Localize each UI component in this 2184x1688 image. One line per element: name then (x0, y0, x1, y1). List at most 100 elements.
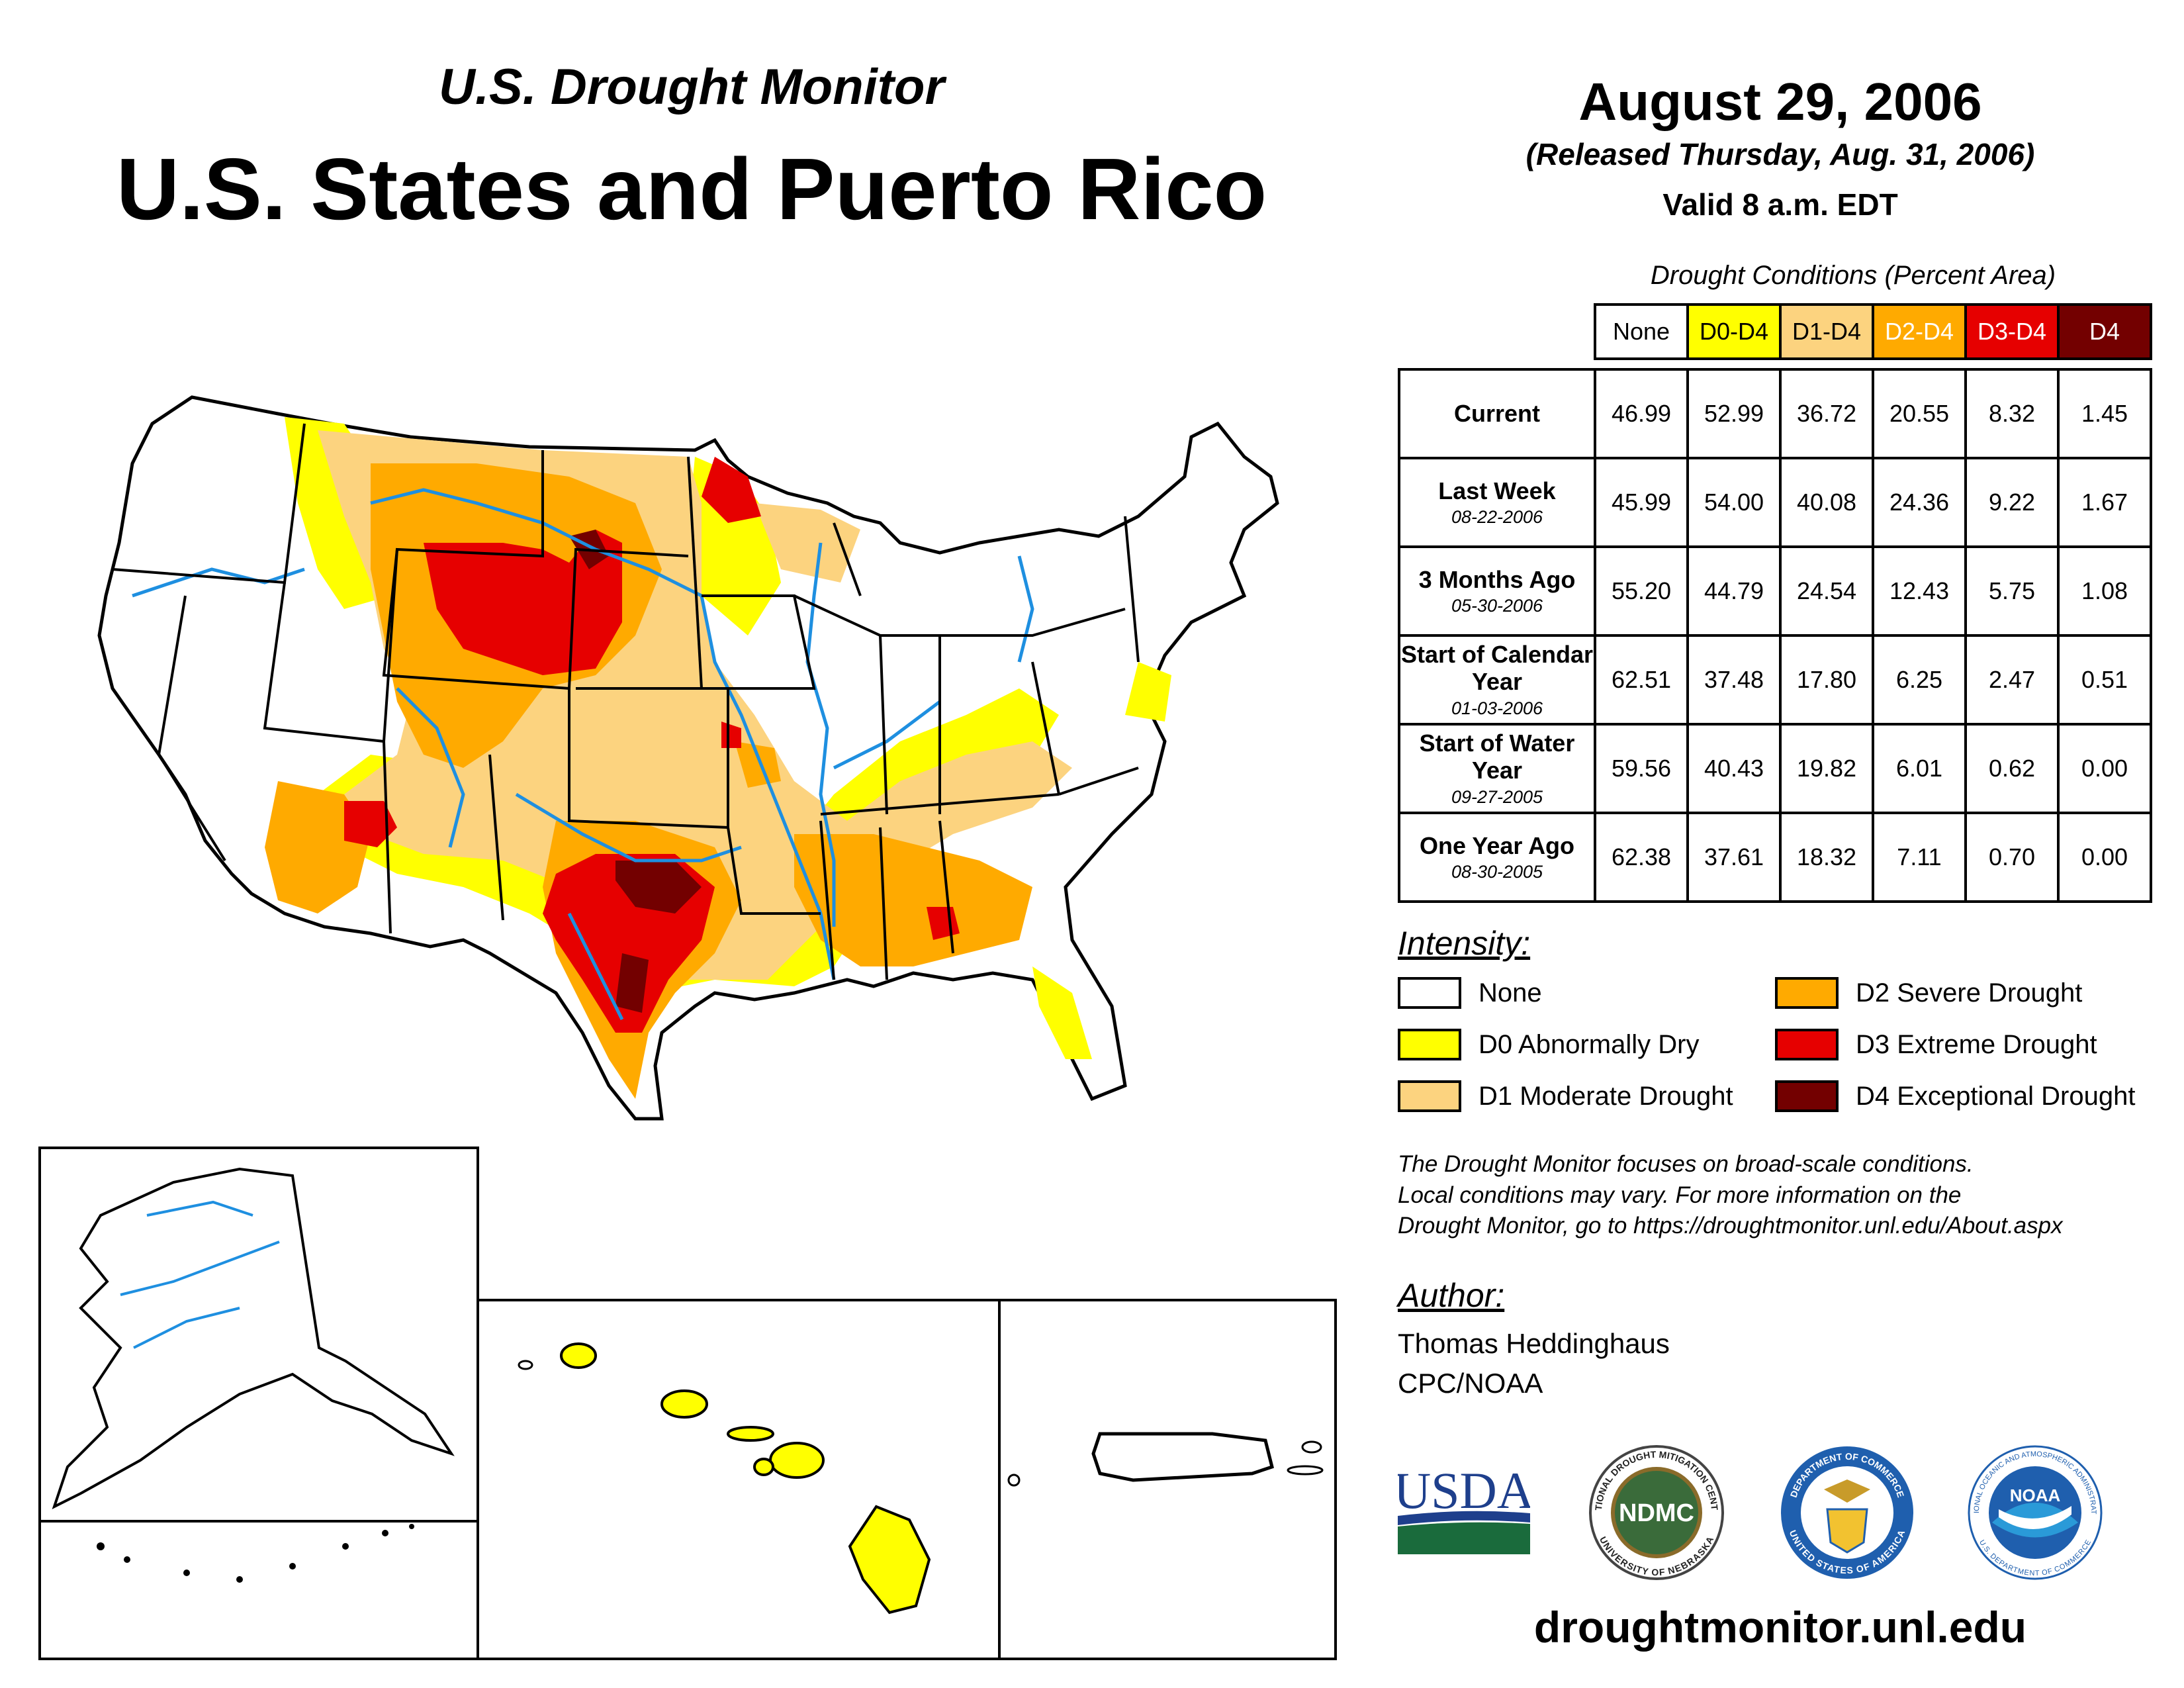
table-cell: 0.70 (1964, 812, 2060, 903)
row-date: 01-03-2006 (1451, 698, 1543, 718)
conus-drought-map (97, 395, 1279, 1121)
table-cell: 62.51 (1594, 634, 1689, 726)
usda-logo: USDA (1394, 1462, 1534, 1554)
alaska-inset (38, 1147, 479, 1660)
table-cell: 40.43 (1686, 723, 1782, 814)
table-cell: 44.79 (1686, 545, 1782, 637)
table-cell: 54.00 (1686, 457, 1782, 548)
hawaii-inset (479, 1299, 1001, 1660)
legend-swatch (1775, 977, 1839, 1009)
row-label-text: Last Week (1438, 477, 1556, 504)
website-link[interactable]: droughtmonitor.unl.edu (1533, 1603, 2027, 1652)
table-cell: 18.32 (1779, 812, 1874, 903)
noaa-logo: NOAA NATIONAL OCEANIC AND ATMOSPHERIC AD… (1963, 1437, 2105, 1582)
row-label: One Year Ago 08-30-2005 (1398, 812, 1596, 903)
table-caption: Drought Conditions (Percent Area) (1650, 261, 2056, 290)
table-row: Last Week 08-22-2006 45.99 54.00 40.08 24.36 9… (1398, 457, 2152, 548)
table-cell: 37.61 (1686, 812, 1782, 903)
col-header: D2-D4 (1872, 303, 1967, 360)
col-header: D4 (2057, 303, 2152, 360)
commerce-seal-logo: DEPARTMENT OF COMMERCE UNITED STATES OF … (1778, 1443, 1917, 1582)
row-label: 3 Months Ago 05-30-2006 (1398, 545, 1596, 637)
intensity-title: Intensity: (1398, 925, 1531, 962)
legend-label: D2 Severe Drought (1856, 978, 2083, 1008)
row-label-text: Current (1453, 400, 1540, 428)
state-borders (112, 423, 1140, 980)
table-cell: 52.99 (1686, 368, 1782, 459)
legend-item-d1: D1 Moderate Drought (1398, 1080, 1733, 1112)
legend-label: D4 Exceptional Drought (1856, 1081, 2136, 1111)
table-cell: 1.08 (2057, 545, 2152, 637)
row-date: 08-30-2005 (1451, 862, 1543, 882)
noaa-wordmark: NOAA (2010, 1485, 2061, 1505)
table-cell: 6.01 (1872, 723, 1967, 814)
legend-label: D0 Abnormally Dry (1479, 1029, 1700, 1059)
table-cell: 20.55 (1872, 368, 1967, 459)
table-row: Current 46.99 52.99 36.72 20.55 8.32 1.45 (1398, 368, 2152, 459)
table-cell: 36.72 (1779, 368, 1874, 459)
col-header: None (1594, 303, 1689, 360)
disclaimer-note: The Drought Monitor focuses on broad-sca… (1398, 1149, 2152, 1242)
map-subtitle: U.S. Drought Monitor (438, 59, 945, 115)
col-header: D3-D4 (1964, 303, 2060, 360)
table-cell: 55.20 (1594, 545, 1689, 637)
table-cell: 59.56 (1594, 723, 1689, 814)
table-cell: 0.00 (2057, 812, 2152, 903)
table-row: Start of Calendar Year 01-03-2006 62.51 37.… (1398, 634, 2152, 726)
row-label-text: 3 Months Ago (1418, 565, 1576, 593)
table-cell: 19.82 (1779, 723, 1874, 814)
legend-item-none: None (1398, 977, 1542, 1009)
legend-swatch (1775, 1029, 1839, 1060)
table-cell: 12.43 (1872, 545, 1967, 637)
note-line: The Drought Monitor focuses on broad-sca… (1398, 1151, 1974, 1177)
legend-swatch (1398, 1029, 1461, 1060)
table-cell: 7.11 (1872, 812, 1967, 903)
table-cell: 1.45 (2057, 368, 2152, 459)
valid-time: Valid 8 a.m. EDT (1662, 187, 1898, 222)
legend-swatch (1398, 1080, 1461, 1112)
drought-conditions-table: None D0-D4 D1-D4 D2-D4 D3-D4 D4 Current 4… (1398, 303, 2152, 903)
table-cell: 0.00 (2057, 723, 2152, 814)
valid-date: August 29, 2006 (1578, 72, 1982, 131)
alaska-outline (52, 1167, 455, 1509)
table-cell: 24.54 (1779, 545, 1874, 637)
ndmc-logo: NDMC NATIONAL DROUGHT MITIGATION CENTER … (1584, 1434, 1726, 1582)
table-row: 3 Months Ago 05-30-2006 55.20 44.79 24.54 12.… (1398, 545, 2152, 637)
author-title: Author: (1398, 1277, 1505, 1314)
table-cell: 45.99 (1594, 457, 1689, 548)
release-date: (Released Thursday, Aug. 31, 2006) (1525, 137, 2035, 171)
legend-label: D3 Extreme Drought (1856, 1029, 2097, 1059)
table-cell: 5.75 (1964, 545, 2060, 637)
ndmc-wordmark: NDMC (1619, 1499, 1694, 1527)
row-label-text: Start of Water Year (1419, 729, 1575, 784)
table-cell: 9.22 (1964, 457, 2060, 548)
table-cell: 0.51 (2057, 634, 2152, 726)
legend-item-d0: D0 Abnormally Dry (1398, 1029, 1699, 1060)
table-cell: 8.32 (1964, 368, 2060, 459)
legend-label: None (1479, 978, 1542, 1008)
puerto-rico-outline (1091, 1432, 1274, 1482)
table-row: One Year Ago 08-30-2005 62.38 37.61 18.32 7.1… (1398, 812, 2152, 903)
table-cell: 24.36 (1872, 457, 1967, 548)
legend-item-d2: D2 Severe Drought (1775, 977, 2082, 1009)
table-cell: 46.99 (1594, 368, 1689, 459)
table-cell: 1.67 (2057, 457, 2152, 548)
legend-item-d4: D4 Exceptional Drought (1775, 1080, 2135, 1112)
map-title: U.S. States and Puerto Rico (116, 140, 1267, 238)
row-label-text: Start of Calendar Year (1400, 641, 1594, 696)
note-line: Local conditions may vary. For more info… (1398, 1182, 1962, 1208)
table-cell: 40.08 (1779, 457, 1874, 548)
table-cell: 6.25 (1872, 634, 1967, 726)
row-label: Start of Calendar Year 01-03-2006 (1398, 634, 1596, 726)
col-header: D1-D4 (1779, 303, 1874, 360)
author-name: Thomas Heddinghaus (1398, 1328, 1670, 1359)
table-header-row: None D0-D4 D1-D4 D2-D4 D3-D4 D4 (1399, 303, 2152, 360)
author-org: CPC/NOAA (1398, 1368, 1543, 1399)
row-label-text: One Year Ago (1419, 831, 1575, 859)
table-cell: 2.47 (1964, 634, 2060, 726)
table-cell: 17.80 (1779, 634, 1874, 726)
note-line: Drought Monitor, go to https://droughtmo… (1398, 1213, 2063, 1239)
row-label: Start of Water Year 09-27-2005 (1398, 723, 1596, 814)
usda-wordmark: USDA (1398, 1462, 1530, 1519)
legend-item-d3: D3 Extreme Drought (1775, 1029, 2097, 1060)
